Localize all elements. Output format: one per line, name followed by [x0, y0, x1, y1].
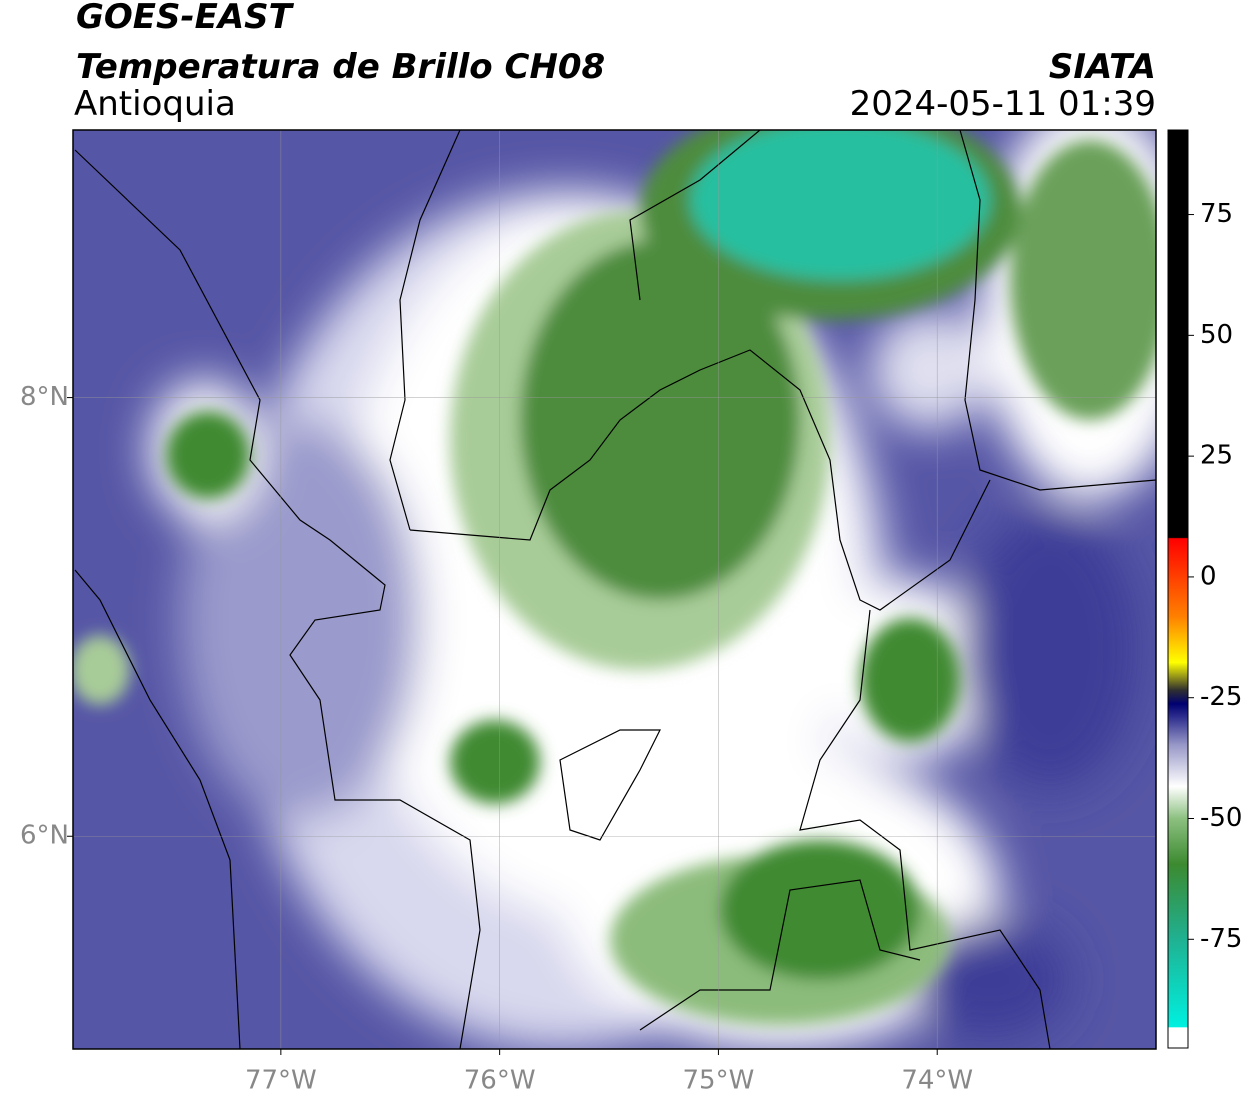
x-tick-label: 75°W [683, 1066, 755, 1096]
colorbar-tick-label: 50 [1200, 320, 1233, 350]
y-tick-label: 8°N [20, 382, 69, 412]
satellite-image [73, 130, 1156, 1049]
colorbar-tick-label: 25 [1200, 441, 1233, 471]
source: SIATA [1049, 47, 1156, 87]
x-tick-label: 76°W [464, 1066, 536, 1096]
x-tick-label: 74°W [901, 1066, 973, 1096]
colorbar-tick-label: -50 [1200, 803, 1242, 833]
colorbar-tick-label: 75 [1200, 199, 1233, 229]
subtitle: Temperatura de Brillo CH08 [76, 47, 605, 87]
boundaries [74, 130, 1156, 1049]
x-tick-label: 77°W [245, 1066, 317, 1096]
y-tick-label: 6°N [20, 821, 69, 851]
map-frame [72, 129, 1157, 1050]
colorbar-tick-label: -75 [1200, 924, 1242, 954]
datetime: 2024-05-11 01:39 [850, 84, 1156, 124]
colorbar [1167, 129, 1189, 1049]
cold-cloud-tops [73, 130, 1156, 1025]
gridlines [73, 130, 1156, 1049]
colorbar-tick-label: -25 [1200, 682, 1242, 712]
colorbar-tick-label: 0 [1200, 561, 1217, 591]
title: GOES-EAST [76, 0, 295, 37]
region: Antioquia [74, 84, 236, 124]
